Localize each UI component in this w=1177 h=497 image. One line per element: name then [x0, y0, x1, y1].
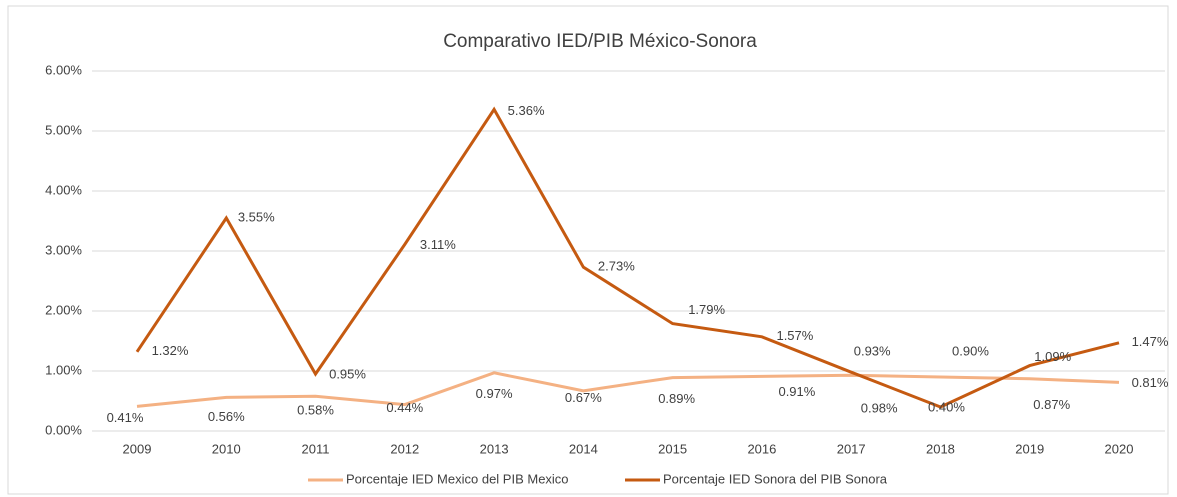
- x-tick-label: 2014: [569, 441, 598, 456]
- data-label: 0.98%: [861, 401, 898, 416]
- data-label: 3.55%: [238, 209, 275, 224]
- x-tick-label: 2013: [480, 441, 509, 456]
- series-line: [135, 106, 1120, 409]
- x-tick-label: 2010: [212, 441, 241, 456]
- x-tick-label: 2018: [926, 441, 955, 456]
- legend-label: Porcentaje IED Sonora del PIB Sonora: [663, 471, 888, 486]
- data-label: 3.11%: [420, 237, 456, 252]
- x-tick-label: 2009: [123, 441, 152, 456]
- x-tick-label: 2020: [1105, 441, 1134, 456]
- data-label: 0.93%: [854, 344, 891, 359]
- x-tick-label: 2019: [1015, 441, 1044, 456]
- data-label: 1.32%: [152, 343, 189, 358]
- data-label: 0.44%: [386, 400, 423, 415]
- data-label: 1.57%: [776, 328, 813, 343]
- data-label: 0.81%: [1132, 375, 1169, 390]
- y-tick-label: 2.00%: [45, 302, 82, 317]
- data-label: 0.91%: [778, 384, 815, 399]
- data-label: 0.97%: [476, 386, 513, 401]
- y-tick-label: 6.00%: [45, 62, 82, 77]
- data-label: 0.56%: [208, 409, 245, 424]
- y-tick-label: 0.00%: [45, 422, 82, 437]
- x-tick-label: 2015: [658, 441, 687, 456]
- data-label: 0.87%: [1033, 397, 1070, 412]
- data-label: 1.09%: [1034, 349, 1071, 364]
- data-label: 0.67%: [565, 390, 602, 405]
- data-label: 0.40%: [928, 399, 965, 414]
- data-label: 0.41%: [107, 410, 144, 425]
- data-label: 5.36%: [508, 103, 545, 118]
- data-label: 0.95%: [329, 366, 366, 381]
- y-tick-label: 4.00%: [45, 182, 82, 197]
- data-label: 0.89%: [658, 391, 695, 406]
- data-label: 0.90%: [952, 343, 989, 358]
- series-line: [136, 371, 1120, 408]
- x-tick-label: 2016: [747, 441, 776, 456]
- x-tick-label: 2017: [837, 441, 866, 456]
- x-tick-label: 2012: [390, 441, 419, 456]
- data-label: 1.79%: [688, 302, 725, 317]
- data-label: 1.47%: [1132, 334, 1169, 349]
- y-tick-label: 3.00%: [45, 242, 82, 257]
- legend-label: Porcentaje IED Mexico del PIB Mexico: [346, 471, 569, 486]
- chart-frame: [7, 5, 1169, 495]
- data-label: 0.58%: [297, 403, 334, 418]
- y-tick-label: 5.00%: [45, 122, 82, 137]
- y-tick-label: 1.00%: [45, 362, 82, 377]
- x-tick-label: 2011: [302, 441, 330, 456]
- chart-title: Comparativo IED/PIB México-Sonora: [443, 31, 757, 52]
- data-label: 2.73%: [598, 259, 635, 274]
